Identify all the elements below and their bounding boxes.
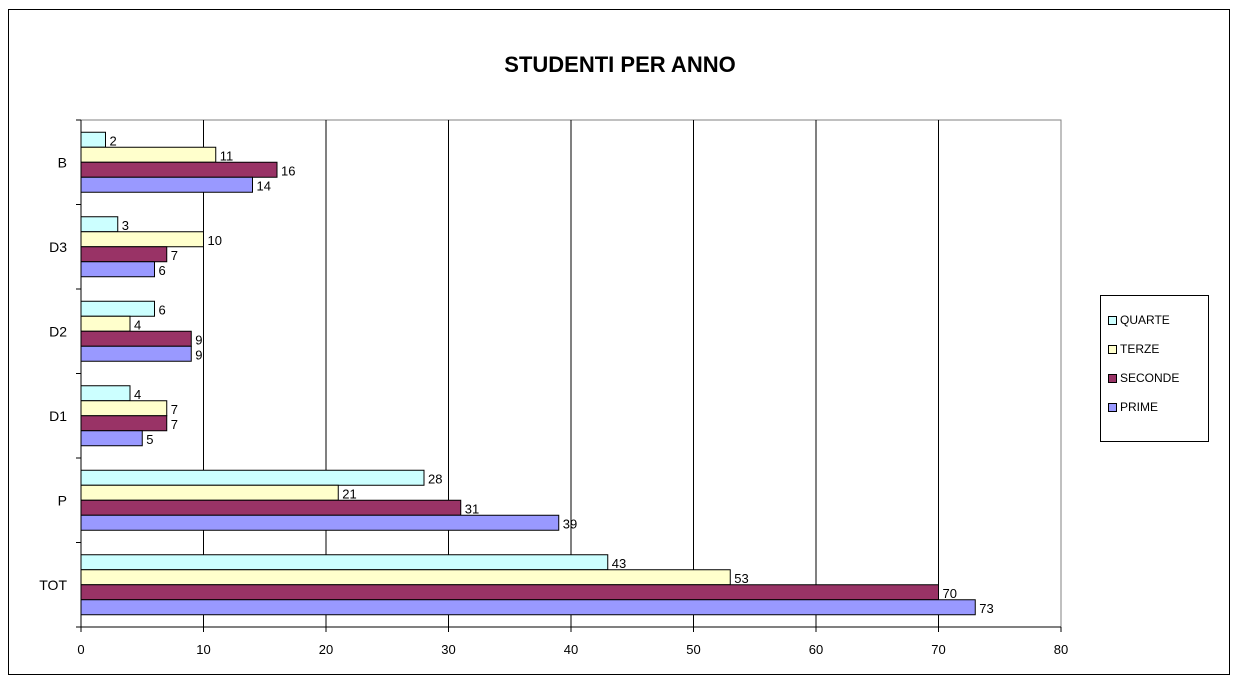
bar-terze-d3: [80, 231, 204, 248]
y-category-label: TOT: [39, 577, 67, 593]
bar-prime-tot: [80, 599, 976, 616]
legend-label: QUARTE: [1120, 313, 1170, 327]
legend-item-quarte: QUARTE: [1108, 312, 1170, 328]
bar-seconde-b: [80, 161, 278, 178]
data-label: 3: [122, 218, 129, 233]
bar-seconde-p: [80, 499, 462, 516]
data-label: 4: [134, 387, 141, 402]
legend-swatch: [1108, 315, 1117, 325]
data-label: 21: [342, 486, 356, 501]
data-label: 14: [257, 178, 271, 193]
legend-item-seconde: SECONDE: [1108, 370, 1179, 386]
x-tick-label: 50: [686, 642, 700, 657]
bar-terze-d2: [80, 315, 131, 332]
x-tick-label: 60: [809, 642, 823, 657]
data-label: 16: [281, 163, 295, 178]
bar-seconde-d3: [80, 246, 168, 263]
data-label: 7: [171, 417, 178, 432]
data-label: 5: [146, 432, 153, 447]
x-tick-label: 70: [931, 642, 945, 657]
legend-swatch: [1108, 402, 1117, 412]
y-category-label: D2: [49, 323, 67, 339]
data-label: 39: [563, 516, 577, 531]
x-tick-label: 0: [77, 642, 84, 657]
bar-quarte-tot: [80, 554, 609, 571]
legend-label: SECONDE: [1120, 371, 1180, 385]
bar-terze-b: [80, 146, 217, 163]
data-label: 6: [159, 302, 166, 317]
bar-prime-p: [80, 514, 560, 531]
legend-label: TERZE: [1120, 342, 1160, 356]
data-label: 43: [612, 556, 626, 571]
x-tick-label: 30: [441, 642, 455, 657]
chart-frame: STUDENTI PER ANNO 2 11 16 14 3 10 7 6 6 4 9 9 4 7 7 5 28…: [8, 9, 1230, 675]
bar-terze-tot: [80, 569, 731, 586]
legend-swatch: [1108, 373, 1117, 383]
legend-item-prime: PRIME: [1108, 399, 1158, 415]
y-category-label: P: [58, 492, 67, 508]
y-category-label: D1: [49, 408, 67, 424]
data-label: 10: [208, 233, 222, 248]
data-label: 9: [195, 347, 202, 362]
y-category-label: D3: [49, 239, 67, 255]
legend-label: PRIME: [1120, 400, 1159, 414]
data-label: 73: [979, 601, 993, 616]
data-label: 6: [159, 263, 166, 278]
data-label: 28: [428, 471, 442, 486]
bar-terze-p: [80, 484, 339, 501]
bar-quarte-d1: [80, 385, 131, 402]
x-tick-label: 80: [1054, 642, 1068, 657]
bar-quarte-b: [80, 131, 106, 148]
bar-prime-d2: [80, 345, 192, 362]
legend-swatch: [1108, 344, 1117, 354]
data-label: 4: [134, 317, 141, 332]
data-label: 31: [465, 501, 479, 516]
bar-prime-d1: [80, 430, 143, 447]
data-label: 2: [110, 133, 117, 148]
data-label: 11: [220, 148, 234, 163]
bar-quarte-d3: [80, 216, 119, 233]
bars: [80, 131, 976, 616]
bar-quarte-d2: [80, 300, 155, 317]
bar-prime-b: [80, 176, 253, 193]
bar-quarte-p: [80, 469, 425, 486]
x-tick-label: 40: [564, 642, 578, 657]
x-tick-label: 10: [196, 642, 210, 657]
data-label: 9: [195, 332, 202, 347]
bar-seconde-d2: [80, 330, 192, 347]
bar-terze-d1: [80, 400, 168, 417]
data-label: 7: [171, 402, 178, 417]
data-label: 7: [171, 248, 178, 263]
data-label: 53: [734, 571, 748, 586]
legend-item-terze: TERZE: [1108, 341, 1159, 357]
y-category-label: B: [58, 154, 67, 170]
chart-title: STUDENTI PER ANNO: [504, 52, 736, 77]
axes: 0 10 20 30 40 50 60 70 80 B D3 D2 D1 P TOT: [39, 119, 1068, 657]
gridlines: [203, 120, 939, 627]
bar-seconde-d1: [80, 415, 168, 432]
bar-prime-d3: [80, 261, 155, 278]
bar-seconde-tot: [80, 584, 939, 601]
data-label: 70: [943, 586, 957, 601]
legend: QUARTE TERZE SECONDE PRIME: [1100, 295, 1209, 442]
x-tick-label: 20: [319, 642, 333, 657]
